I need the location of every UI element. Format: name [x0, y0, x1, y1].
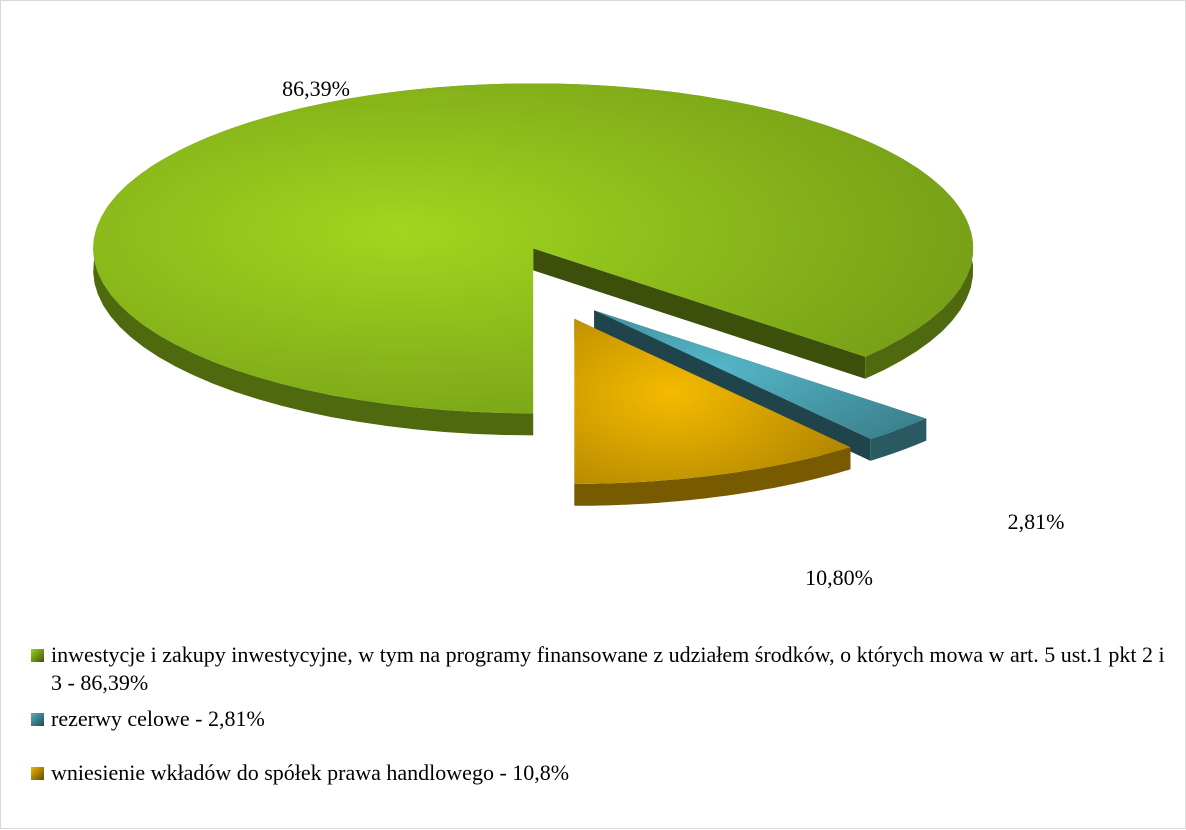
slice	[594, 310, 927, 439]
slice	[93, 83, 974, 414]
legend-swatch	[31, 713, 44, 726]
slice-wall	[594, 310, 871, 461]
slice	[574, 318, 851, 484]
legend-label: rezerwy celowe - 2,81%	[51, 706, 265, 731]
legend-swatch	[31, 767, 44, 780]
slice-side	[574, 447, 851, 506]
legend-item: wniesienie wkładów do spółek prawa handl…	[31, 759, 1181, 787]
legend-label: wniesienie wkładów do spółek prawa handl…	[51, 760, 570, 785]
legend: inwestycje i zakupy inwestycyjne, w tym …	[31, 641, 1181, 795]
data-label: 86,39%	[282, 76, 350, 101]
data-label: 10,80%	[805, 565, 873, 590]
slice-side	[870, 418, 927, 461]
data-label: 2,81%	[1008, 509, 1065, 534]
slice-wall	[533, 248, 866, 379]
legend-swatch	[31, 649, 44, 662]
legend-label: inwestycje i zakupy inwestycyjne, w tym …	[51, 642, 1165, 695]
legend-item: inwestycje i zakupy inwestycyjne, w tym …	[31, 641, 1181, 697]
legend-item: rezerwy celowe - 2,81%	[31, 705, 1181, 733]
